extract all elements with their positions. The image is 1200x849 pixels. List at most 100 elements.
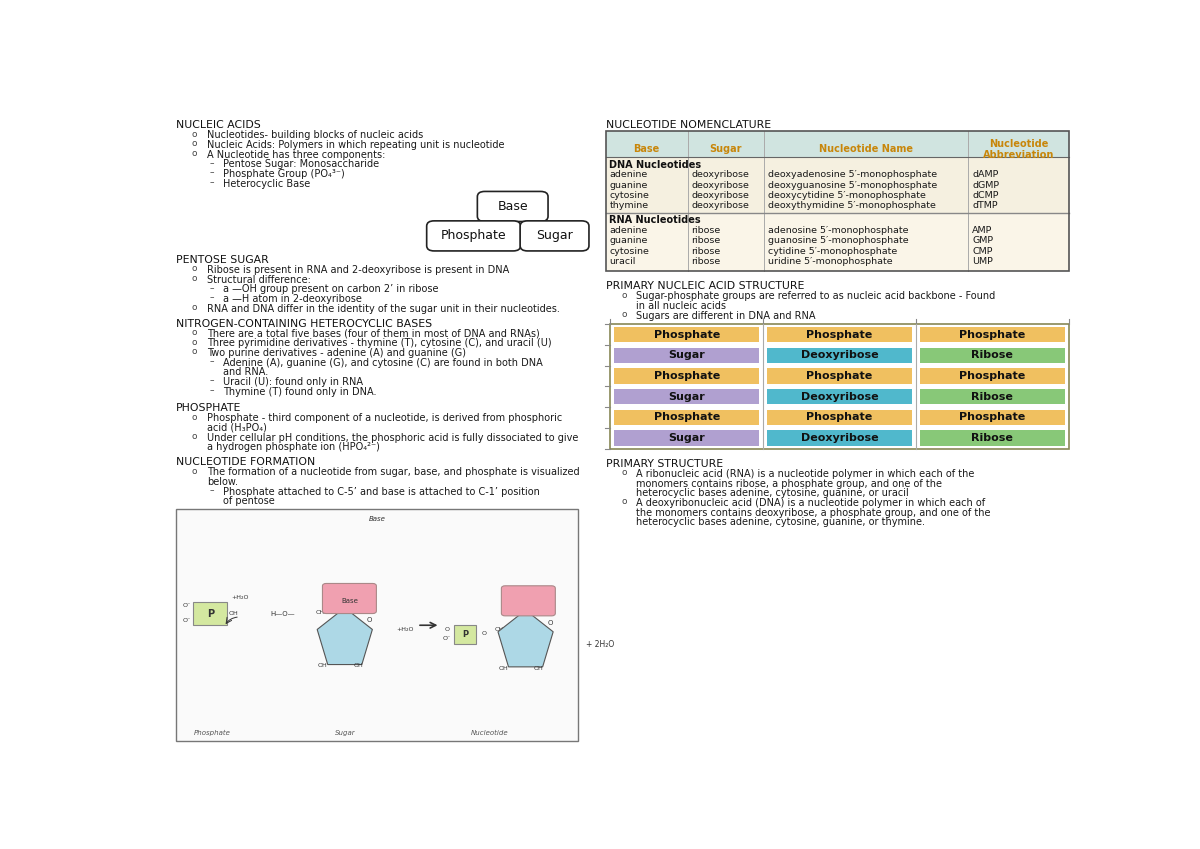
- Text: monomers contains ribose, a phosphate group, and one of the: monomers contains ribose, a phosphate gr…: [636, 479, 942, 489]
- Text: PENTOSE SUGAR: PENTOSE SUGAR: [176, 255, 269, 265]
- Bar: [606, 212, 1069, 271]
- Text: Phosphate: Phosphate: [806, 329, 872, 340]
- Bar: [767, 410, 912, 425]
- FancyBboxPatch shape: [502, 586, 556, 616]
- Text: DNA Nucleotides: DNA Nucleotides: [610, 160, 702, 170]
- Text: P: P: [206, 609, 214, 619]
- Text: –: –: [210, 168, 214, 177]
- FancyBboxPatch shape: [520, 221, 589, 251]
- Text: o: o: [192, 432, 197, 441]
- Text: O⁻: O⁻: [182, 604, 191, 608]
- Text: PRIMARY NUCLEIC ACID STRUCTURE: PRIMARY NUCLEIC ACID STRUCTURE: [606, 281, 804, 291]
- Text: Deoxyribose: Deoxyribose: [800, 391, 878, 402]
- Bar: [767, 368, 912, 384]
- Text: heterocyclic bases adenine, cytosine, guanine, or uracil: heterocyclic bases adenine, cytosine, gu…: [636, 488, 910, 498]
- Text: –: –: [210, 376, 214, 385]
- Text: o: o: [622, 498, 628, 507]
- Text: the monomers contains deoxyribose, a phosphate group, and one of the: the monomers contains deoxyribose, a pho…: [636, 508, 991, 518]
- Text: O: O: [481, 631, 486, 636]
- Text: ribose: ribose: [691, 257, 720, 266]
- Text: adenine: adenine: [610, 226, 648, 234]
- Text: GMP: GMP: [972, 236, 994, 245]
- Text: –: –: [210, 294, 214, 302]
- Text: OH: OH: [318, 663, 328, 668]
- Text: uridine 5′-monophosphate: uridine 5′-monophosphate: [768, 257, 892, 266]
- Text: a —H atom in 2-deoxyribose: a —H atom in 2-deoxyribose: [222, 294, 361, 304]
- Bar: [614, 327, 760, 342]
- Text: Ribose: Ribose: [972, 433, 1013, 443]
- Text: o: o: [192, 139, 197, 149]
- Text: deoxyadenosine 5′-monophosphate: deoxyadenosine 5′-monophosphate: [768, 170, 937, 179]
- Text: o: o: [192, 149, 197, 158]
- Bar: [614, 430, 760, 446]
- Text: Nucleic Acids: Polymers in which repeating unit is nucleotide: Nucleic Acids: Polymers in which repeati…: [206, 140, 504, 150]
- Text: OH: OH: [498, 666, 508, 671]
- Text: Phosphate attached to C-5’ and base is attached to C-1’ position: Phosphate attached to C-5’ and base is a…: [222, 486, 540, 497]
- Bar: [614, 368, 760, 384]
- Text: Base: Base: [341, 599, 358, 604]
- Bar: [611, 324, 1069, 448]
- Text: A ribonucleic acid (RNA) is a nucleotide polymer in which each of the: A ribonucleic acid (RNA) is a nucleotide…: [636, 469, 974, 479]
- Text: dGMP: dGMP: [972, 181, 1000, 189]
- Text: Nucleotide: Nucleotide: [470, 730, 509, 736]
- Text: a —OH group present on carbon 2’ in ribose: a —OH group present on carbon 2’ in ribo…: [222, 284, 438, 295]
- Text: Sugar: Sugar: [668, 433, 706, 443]
- Text: –: –: [210, 357, 214, 366]
- Text: PHOSPHATE: PHOSPHATE: [176, 403, 241, 413]
- Text: O: O: [367, 617, 372, 623]
- Text: A Nucleotide has three components:: A Nucleotide has three components:: [206, 149, 385, 160]
- Text: Pentose Sugar: Monosaccharide: Pentose Sugar: Monosaccharide: [222, 160, 379, 169]
- Text: o: o: [622, 469, 628, 477]
- Bar: [614, 389, 760, 404]
- Text: deoxyribose: deoxyribose: [691, 191, 749, 200]
- Text: CMP: CMP: [972, 246, 992, 256]
- Text: The formation of a nucleotide from sugar, base, and phosphate is visualized: The formation of a nucleotide from sugar…: [206, 467, 580, 477]
- Text: There are a total five bases (four of them in most of DNA and RNAs): There are a total five bases (four of th…: [206, 329, 540, 339]
- FancyBboxPatch shape: [478, 191, 548, 222]
- Text: Phosphate: Phosphate: [654, 413, 720, 423]
- Text: acid (H₃PO₄): acid (H₃PO₄): [206, 423, 266, 433]
- FancyBboxPatch shape: [323, 583, 377, 614]
- Text: –: –: [210, 159, 214, 168]
- Text: o: o: [192, 264, 197, 273]
- Text: NUCLEIC ACIDS: NUCLEIC ACIDS: [176, 121, 260, 130]
- Text: in all nucleic acids: in all nucleic acids: [636, 301, 726, 311]
- Text: Sugar: Sugar: [668, 391, 706, 402]
- Text: Phosphate: Phosphate: [959, 413, 1026, 423]
- Text: Nucleotide: Nucleotide: [989, 139, 1049, 149]
- Text: guanosine 5′-monophosphate: guanosine 5′-monophosphate: [768, 236, 908, 245]
- Text: NUCLEOTIDE FORMATION: NUCLEOTIDE FORMATION: [176, 457, 316, 467]
- Text: +H₂O: +H₂O: [396, 627, 414, 632]
- Bar: [606, 131, 1069, 157]
- Text: Phosphate: Phosphate: [440, 229, 506, 243]
- Text: Nucleotide Name: Nucleotide Name: [820, 144, 913, 155]
- Bar: [767, 430, 912, 446]
- Text: Phosphate: Phosphate: [193, 730, 230, 736]
- Text: Phosphate: Phosphate: [806, 413, 872, 423]
- Text: Base: Base: [368, 516, 385, 522]
- Text: cytosine: cytosine: [610, 191, 649, 200]
- Text: deoxycytidine 5′-monophosphate: deoxycytidine 5′-monophosphate: [768, 191, 925, 200]
- Text: Phosphate - third component of a nucleotide, is derived from phosphoric: Phosphate - third component of a nucleot…: [206, 413, 562, 423]
- Text: dAMP: dAMP: [972, 170, 998, 179]
- Text: Phosphate Group (PO₄³⁻): Phosphate Group (PO₄³⁻): [222, 169, 344, 179]
- Text: P: P: [462, 630, 468, 639]
- Text: Deoxyribose: Deoxyribose: [800, 433, 878, 443]
- Text: UMP: UMP: [972, 257, 992, 266]
- Text: o: o: [192, 347, 197, 357]
- Bar: [606, 157, 1069, 212]
- Bar: [606, 131, 1069, 271]
- Text: deoxyribose: deoxyribose: [691, 201, 749, 211]
- Bar: [454, 626, 476, 644]
- Text: O⁻: O⁻: [182, 618, 191, 622]
- Text: –: –: [210, 178, 214, 187]
- Bar: [919, 347, 1066, 363]
- Text: o: o: [192, 274, 197, 283]
- Text: RNA and DNA differ in the identity of the sugar unit in their nucleotides.: RNA and DNA differ in the identity of th…: [206, 304, 559, 314]
- Text: deoxythymidine 5′-monophosphate: deoxythymidine 5′-monophosphate: [768, 201, 935, 211]
- Text: Ribose: Ribose: [972, 351, 1013, 360]
- Text: –: –: [210, 284, 214, 293]
- Text: Sugar: Sugar: [335, 730, 355, 736]
- Bar: [767, 347, 912, 363]
- Text: guanine: guanine: [610, 236, 648, 245]
